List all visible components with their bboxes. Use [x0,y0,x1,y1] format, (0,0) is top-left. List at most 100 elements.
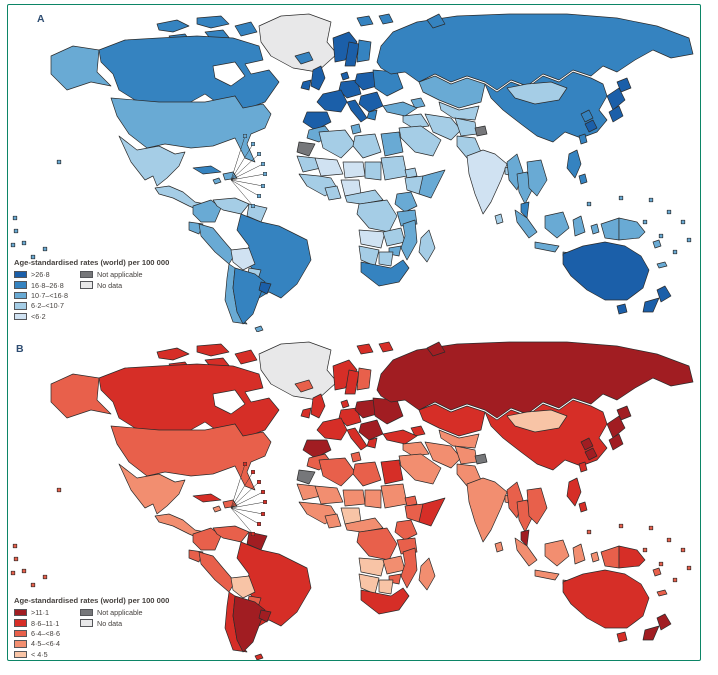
region-pacific [686,565,692,571]
region-easteur [372,397,404,425]
region-japan [606,87,626,111]
region-france [316,89,348,113]
region-egypt [380,459,404,485]
region-iberia [302,439,332,459]
region-moluccas [590,551,600,563]
region-sudan [380,483,408,509]
region-ireland [300,79,312,91]
region-russia [376,341,694,419]
legend-item-label: Not applicable [97,608,143,618]
caribbean-leader-line [230,163,264,181]
region-italy [346,99,368,123]
region-kazakhstan [418,403,486,437]
region-australia [562,241,650,301]
legend-item: 16·8–26·8 [14,280,249,290]
region-niger [342,489,366,507]
region-arctic3 [234,21,258,37]
region-pacific [658,561,664,567]
region-caribbean-island [261,184,265,188]
region-colombia [192,527,222,551]
region-russiaisl [426,341,446,357]
legend-item: < 4·5 [14,649,249,659]
region-drc [356,527,398,561]
region-caribbean-island [243,462,247,466]
region-wsahara [296,141,316,157]
legend-swatch [80,270,93,279]
region-mideast [398,453,442,485]
region-korean [580,109,594,123]
region-philippines [566,149,582,179]
region-iberia [302,111,332,131]
region-turkey [382,429,418,445]
legend-title: Age-standardised rates (world) per 100 0… [14,258,170,267]
legend-item-label: 8·6–11·1 [31,618,60,628]
region-pacific [680,219,686,225]
region-russiaisl [426,13,446,29]
region-arctic2 [196,15,230,29]
region-algeria [318,457,356,487]
region-borneo [544,539,570,567]
region-mozambique [400,547,418,589]
region-ugandakenya [394,519,418,541]
legend-item-label: < 4·5 [31,649,48,659]
caribbean-leader-line [230,173,266,181]
legend-item: No data [80,618,143,628]
region-borneo [544,211,570,239]
region-afghanistan [454,117,478,137]
region-pacific [618,195,624,201]
region-caribbean-island [261,512,265,516]
region-leftpacific [13,556,19,562]
region-leftpacific [21,568,27,574]
region-tasmania [616,303,628,315]
region-pacific [672,577,678,583]
region-greece [366,109,378,121]
legend-swatch [14,650,27,658]
caribbean-leader-line [230,135,246,181]
caribbean-leader-line [230,507,260,525]
region-somalia [418,497,446,527]
region-caribbean-island [263,500,267,504]
region-caribbean-island [251,204,255,208]
region-caribbean-island [257,480,261,484]
region-pacific [666,209,672,215]
region-uk [310,393,326,419]
region-mali [314,485,344,505]
region-uruguay [258,281,272,295]
legend-item-label: <6·2 [31,311,46,321]
region-germany [338,79,362,99]
region-botswana [378,251,394,267]
region-caribbean-island [261,162,265,166]
region-madagascar [418,229,436,263]
legend-item-label: 4·5–<6·4 [31,639,60,649]
region-mideast [398,125,442,157]
legend-swatch [14,270,27,279]
region-png [618,217,646,241]
region-india [466,149,508,215]
legend-swatch [14,281,27,289]
region-pacific [586,529,592,535]
region-arctic3 [234,349,258,365]
region-france [316,417,348,441]
region-pacific [642,547,648,553]
region-svalbard1 [356,343,374,355]
panel-b-label: B [16,343,24,355]
region-indochina [526,487,548,525]
region-caribbean-island [251,142,255,146]
region-caribbean-island [263,172,267,176]
region-caribbean-island [251,532,255,536]
region-angola [358,557,386,577]
region-greece [366,437,378,449]
region-madagascar [418,557,436,591]
region-leftpacific [10,242,16,248]
region-java [534,241,560,253]
region-pacific [666,537,672,543]
region-mali [314,157,344,177]
region-algeria [318,129,356,159]
region-svalbard2 [378,13,394,25]
legend-swatch [14,291,27,300]
region-falkland [254,653,264,660]
legend-item-label: 10·7–<16·8 [31,290,68,300]
region-iran [424,113,462,141]
legend-panel-a: Age-standardised rates (world) per 100 0… [14,258,249,321]
region-nznorth [656,285,672,303]
